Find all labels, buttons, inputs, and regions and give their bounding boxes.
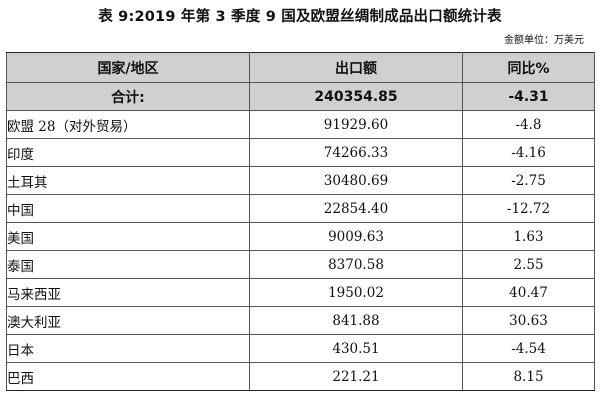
- row-yoy: -4.16: [462, 138, 595, 167]
- row-export: 22854.40: [249, 194, 463, 223]
- table-row: 日本 430.51 -4.54: [6, 334, 595, 363]
- row-yoy: 30.63: [462, 306, 595, 335]
- table-row: 中国 22854.40 -12.72: [6, 194, 595, 223]
- table-row: 巴西 221.21 8.15: [6, 362, 595, 391]
- row-region: 中国: [6, 194, 250, 223]
- row-region: 美国: [6, 222, 250, 251]
- row-export: 221.21: [249, 362, 463, 391]
- row-region: 日本: [6, 334, 250, 363]
- row-export: 430.51: [249, 334, 463, 363]
- table-row: 马来西亚 1950.02 40.47: [6, 278, 595, 307]
- row-export: 1950.02: [249, 278, 463, 307]
- row-yoy: -4.8: [462, 110, 595, 139]
- row-region: 马来西亚: [6, 278, 250, 307]
- total-yoy: -4.31: [462, 82, 595, 111]
- row-export: 8370.58: [249, 250, 463, 279]
- header-yoy: 同比%: [462, 52, 595, 83]
- row-export: 74266.33: [249, 138, 463, 167]
- row-region: 巴西: [6, 362, 250, 391]
- row-region: 欧盟 28（对外贸易）: [6, 110, 250, 139]
- header-region: 国家/地区: [6, 52, 250, 83]
- row-region: 印度: [6, 138, 250, 167]
- row-yoy: 40.47: [462, 278, 595, 307]
- row-export: 841.88: [249, 306, 463, 335]
- header-row: 国家/地区 出口额 同比%: [6, 52, 595, 83]
- row-yoy: 2.55: [462, 250, 595, 279]
- row-export: 91929.60: [249, 110, 463, 139]
- table-row: 欧盟 28（对外贸易） 91929.60 -4.8: [6, 110, 595, 139]
- table-row: 泰国 8370.58 2.55: [6, 250, 595, 279]
- total-label: 合计:: [6, 82, 250, 111]
- row-yoy: 1.63: [462, 222, 595, 251]
- row-region: 澳大利亚: [6, 306, 250, 335]
- unit-note: 金额单位：万美元: [504, 35, 584, 46]
- row-yoy: -12.72: [462, 194, 595, 223]
- row-region: 土耳其: [6, 166, 250, 195]
- row-yoy: 8.15: [462, 362, 595, 391]
- table-row: 印度 74266.33 -4.16: [6, 138, 595, 167]
- table-row: 澳大利亚 841.88 30.63: [6, 306, 595, 335]
- total-row: 合计: 240354.85 -4.31: [6, 82, 595, 111]
- total-export: 240354.85: [249, 82, 463, 111]
- header-export: 出口额: [249, 52, 463, 83]
- export-table: 国家/地区 出口额 同比% 合计: 240354.85 -4.31 欧盟 28（…: [6, 52, 595, 391]
- row-yoy: -4.54: [462, 334, 595, 363]
- row-region: 泰国: [6, 250, 250, 279]
- table-row: 土耳其 30480.69 -2.75: [6, 166, 595, 195]
- row-yoy: -2.75: [462, 166, 595, 195]
- table-row: 美国 9009.63 1.63: [6, 222, 595, 251]
- table-title: 表 9:2019 年第 3 季度 9 国及欧盟丝绸制成品出口额统计表: [98, 9, 502, 25]
- row-export: 30480.69: [249, 166, 463, 195]
- row-export: 9009.63: [249, 222, 463, 251]
